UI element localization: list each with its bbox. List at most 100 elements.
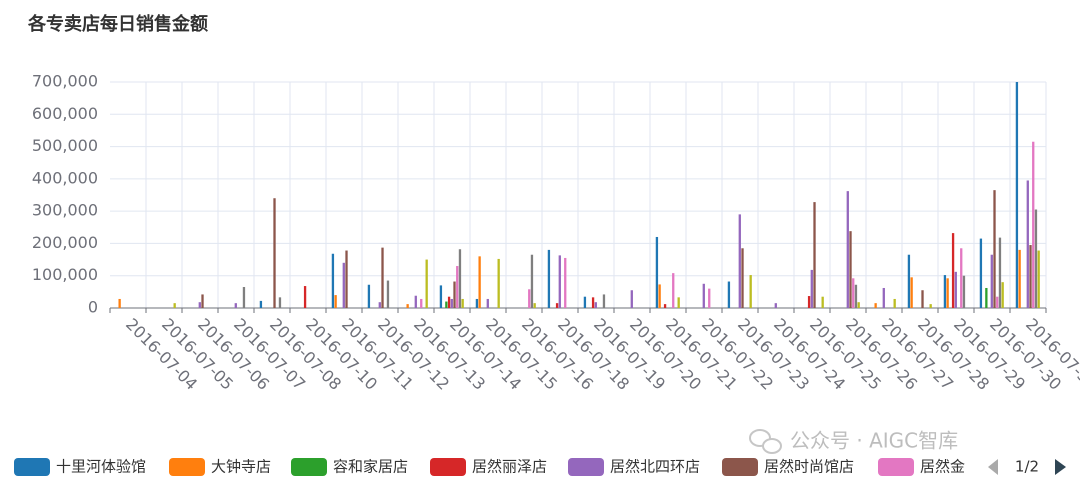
bar: [807, 296, 811, 308]
bar: [874, 303, 877, 308]
legend-prev[interactable]: [988, 459, 998, 475]
y-tick-label: 200,000: [32, 233, 98, 252]
bar: [985, 287, 988, 308]
bar: [946, 278, 949, 308]
bar: [943, 275, 947, 308]
bar: [486, 298, 489, 308]
y-tick-label: 0: [88, 298, 98, 317]
bar: [979, 238, 983, 308]
legend-label: 大钟寺店: [211, 458, 271, 476]
bar: [951, 233, 955, 308]
bar: [447, 296, 451, 308]
bar: [278, 297, 282, 308]
bar: [458, 249, 462, 308]
bar: [810, 269, 813, 308]
bar: [990, 254, 993, 308]
y-tick-label: 700,000: [32, 72, 98, 91]
legend-swatch: [14, 458, 50, 476]
bar: [334, 295, 337, 308]
bar: [558, 255, 561, 308]
bar: [774, 303, 777, 308]
bar: [993, 190, 996, 308]
y-tick-label: 500,000: [32, 136, 98, 155]
bar: [303, 286, 307, 308]
bar: [630, 290, 633, 308]
bar: [658, 284, 661, 308]
bar: [663, 304, 667, 308]
bar: [461, 298, 464, 308]
legend-swatch: [430, 458, 466, 476]
plot-area: 0 100,000 200,000 300,000 400,000 500,000 600,…: [32, 72, 1080, 394]
y-tick-label: 300,000: [32, 201, 98, 220]
legend-label: 居然金: [920, 458, 965, 476]
bar: [478, 256, 481, 308]
bar: [381, 247, 384, 308]
legend-swatch: [722, 458, 758, 476]
bar: [655, 236, 659, 308]
legend-swatch: [878, 458, 914, 476]
watermark-icon: [762, 438, 782, 454]
bar: [445, 301, 448, 308]
bar: [738, 214, 741, 308]
bar: [882, 287, 885, 308]
bar: [954, 271, 957, 308]
bar: [450, 298, 453, 308]
legend-label: 十里河体验馆: [56, 458, 146, 476]
bar: [677, 297, 680, 308]
y-tick-label: 400,000: [32, 168, 98, 187]
bar: [998, 237, 1002, 308]
bar: [386, 280, 390, 308]
bar: [857, 302, 860, 308]
bar: [962, 275, 966, 308]
bar: [1015, 82, 1019, 308]
y-tick-label: 600,000: [32, 104, 98, 123]
bar: [564, 257, 567, 308]
watermark: 公众号 · AIGC智库: [749, 429, 958, 454]
bar: [425, 259, 428, 308]
legend-label: 容和家居店: [333, 458, 408, 476]
watermark-icon: [749, 429, 771, 447]
bar: [234, 303, 237, 308]
bar: [821, 296, 824, 308]
bar: [996, 296, 999, 308]
bar: [456, 266, 459, 308]
bar: [910, 277, 913, 308]
bar: [749, 275, 752, 308]
bar: [907, 254, 911, 308]
bar: [530, 254, 534, 308]
legend-swatch: [291, 458, 327, 476]
chart-title: 各专卖店每日销售金额: [27, 13, 208, 35]
bar: [242, 287, 246, 308]
bar: [259, 300, 263, 308]
legend-swatch: [568, 458, 604, 476]
bar: [439, 285, 443, 308]
bar: [727, 281, 731, 308]
bar: [414, 295, 417, 308]
legend-label: 居然时尚馆店: [764, 458, 854, 476]
bar: [378, 302, 381, 308]
bar: [852, 278, 855, 308]
bar: [345, 250, 348, 308]
bar: [198, 302, 201, 308]
bar: [201, 294, 204, 308]
bar: [1018, 249, 1021, 308]
bar: [929, 304, 932, 308]
bar: [849, 231, 852, 308]
legend-page: 1/2: [1015, 458, 1039, 476]
bar: [475, 298, 479, 308]
bar: [854, 284, 858, 308]
y-tick-label: 100,000: [32, 265, 98, 284]
bar: [173, 303, 176, 308]
bar: [960, 248, 963, 308]
bar: [533, 303, 536, 308]
bar: [406, 304, 409, 308]
legend-next[interactable]: [1055, 459, 1066, 475]
bar: [846, 191, 849, 308]
bar: [602, 294, 606, 308]
bar: [591, 297, 595, 308]
bar: [118, 298, 121, 308]
bar: [273, 198, 276, 308]
watermark-text: 公众号 · AIGC智库: [790, 429, 958, 453]
legend-label: 居然丽泽店: [472, 458, 547, 476]
